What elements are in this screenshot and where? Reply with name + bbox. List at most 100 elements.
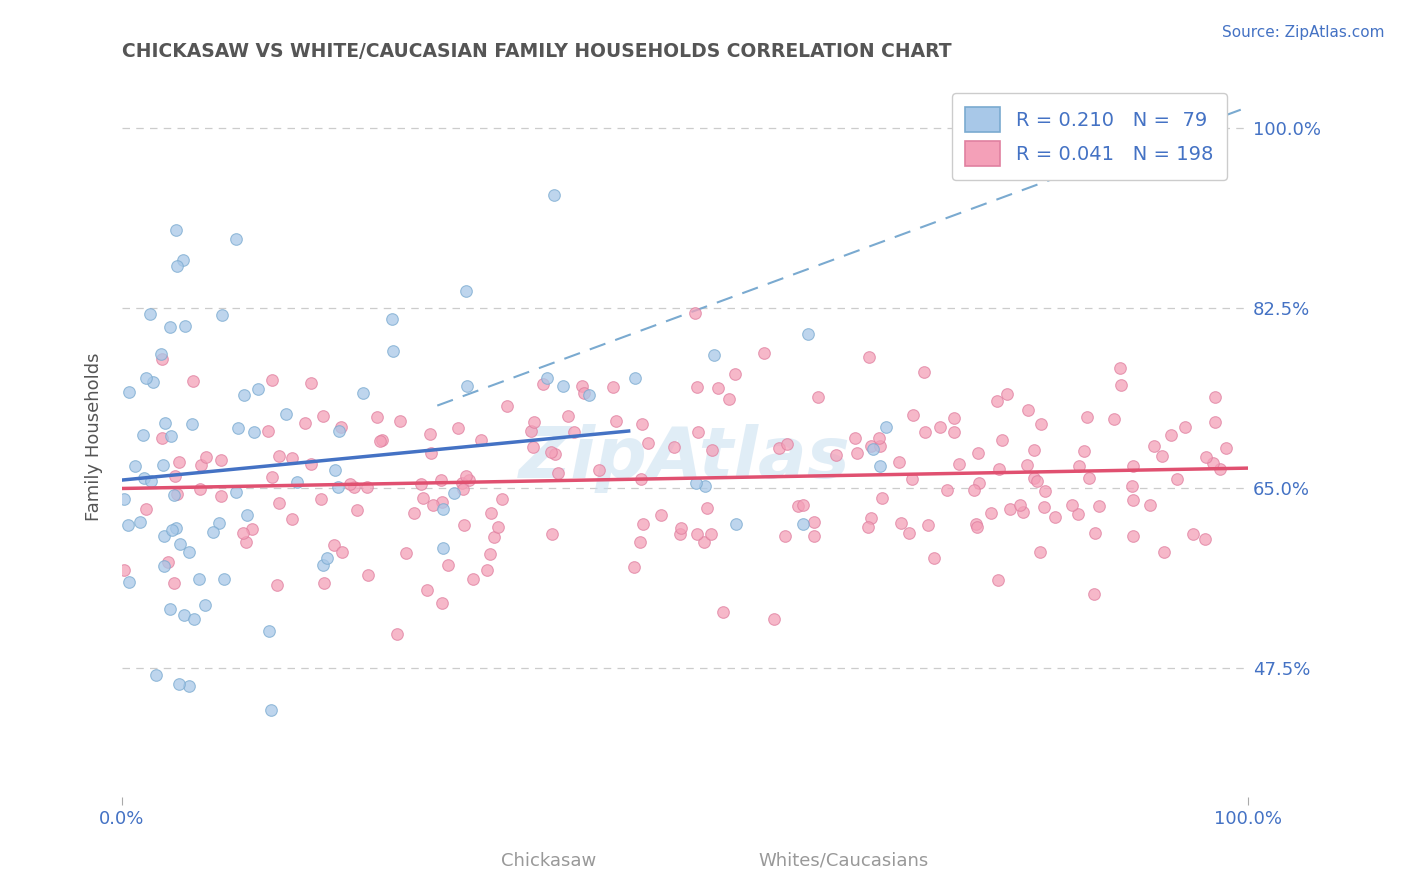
- Point: [1122, 459, 1144, 474]
- Point: [187, 572, 209, 586]
- Point: [1201, 456, 1223, 470]
- Point: [669, 527, 692, 541]
- Point: [479, 506, 502, 520]
- Point: [260, 373, 283, 387]
- Point: [167, 677, 190, 691]
- Point: [430, 596, 453, 610]
- Point: [868, 432, 890, 446]
- Point: [1215, 441, 1237, 455]
- Point: [163, 488, 186, 502]
- Point: [1209, 461, 1232, 475]
- Point: [1067, 507, 1090, 521]
- Point: [1033, 483, 1056, 498]
- Point: [155, 416, 177, 430]
- Point: [1160, 427, 1182, 442]
- Point: [696, 501, 718, 516]
- Text: Whites/Caucasians: Whites/Caucasians: [758, 852, 929, 870]
- Point: [166, 259, 188, 273]
- Point: [118, 574, 141, 589]
- Point: [190, 458, 212, 472]
- Point: [872, 491, 894, 506]
- Point: [371, 434, 394, 448]
- Point: [299, 376, 322, 390]
- Point: [963, 483, 986, 497]
- Point: [311, 409, 333, 424]
- Point: [662, 440, 685, 454]
- Point: [142, 376, 165, 390]
- Point: [1194, 533, 1216, 547]
- Point: [412, 491, 434, 505]
- Point: [366, 410, 388, 425]
- Point: [1028, 545, 1050, 559]
- Point: [458, 473, 481, 487]
- Point: [1029, 417, 1052, 431]
- Point: [754, 346, 776, 360]
- Point: [724, 516, 747, 531]
- Point: [402, 506, 425, 520]
- Point: [706, 381, 728, 395]
- Point: [356, 480, 378, 494]
- Point: [980, 507, 1002, 521]
- Point: [988, 462, 1011, 476]
- Point: [281, 512, 304, 526]
- Point: [411, 476, 433, 491]
- Point: [630, 472, 652, 486]
- Point: [267, 449, 290, 463]
- Point: [845, 446, 868, 460]
- Point: [177, 679, 200, 693]
- Point: [858, 351, 880, 365]
- Point: [131, 427, 153, 442]
- Point: [531, 376, 554, 391]
- Point: [429, 473, 451, 487]
- Point: [195, 450, 218, 465]
- Point: [543, 188, 565, 202]
- Point: [236, 508, 259, 522]
- Point: [326, 480, 349, 494]
- Point: [139, 474, 162, 488]
- Point: [624, 371, 647, 385]
- Point: [352, 386, 374, 401]
- Point: [1150, 449, 1173, 463]
- Point: [160, 428, 183, 442]
- Point: [1078, 471, 1101, 485]
- Point: [602, 380, 624, 394]
- Point: [145, 668, 167, 682]
- Point: [966, 520, 988, 534]
- Point: [1102, 412, 1125, 426]
- Point: [163, 575, 186, 590]
- Point: [430, 495, 453, 509]
- Point: [628, 534, 651, 549]
- Point: [1084, 526, 1107, 541]
- Point: [112, 563, 135, 577]
- Point: [395, 546, 418, 560]
- Point: [967, 445, 990, 459]
- Point: [266, 578, 288, 592]
- Point: [578, 388, 600, 402]
- Point: [309, 491, 332, 506]
- Point: [209, 453, 232, 467]
- Point: [717, 392, 740, 407]
- Point: [451, 482, 474, 496]
- Point: [1060, 498, 1083, 512]
- Text: CHICKASAW VS WHITE/CAUCASIAN FAMILY HOUSEHOLDS CORRELATION CHART: CHICKASAW VS WHITE/CAUCASIAN FAMILY HOUS…: [122, 42, 952, 61]
- Point: [862, 442, 884, 456]
- Point: [260, 469, 283, 483]
- Point: [1033, 500, 1056, 514]
- Point: [385, 626, 408, 640]
- Point: [453, 518, 475, 533]
- Point: [889, 455, 911, 469]
- Point: [330, 419, 353, 434]
- Point: [1108, 361, 1130, 376]
- Point: [572, 386, 595, 401]
- Point: [547, 467, 569, 481]
- Point: [117, 518, 139, 533]
- Point: [540, 445, 562, 459]
- Point: [1143, 439, 1166, 453]
- Point: [1139, 499, 1161, 513]
- Point: [159, 602, 181, 616]
- Point: [693, 479, 716, 493]
- Point: [139, 307, 162, 321]
- Point: [443, 486, 465, 500]
- Point: [328, 424, 350, 438]
- Point: [1008, 498, 1031, 512]
